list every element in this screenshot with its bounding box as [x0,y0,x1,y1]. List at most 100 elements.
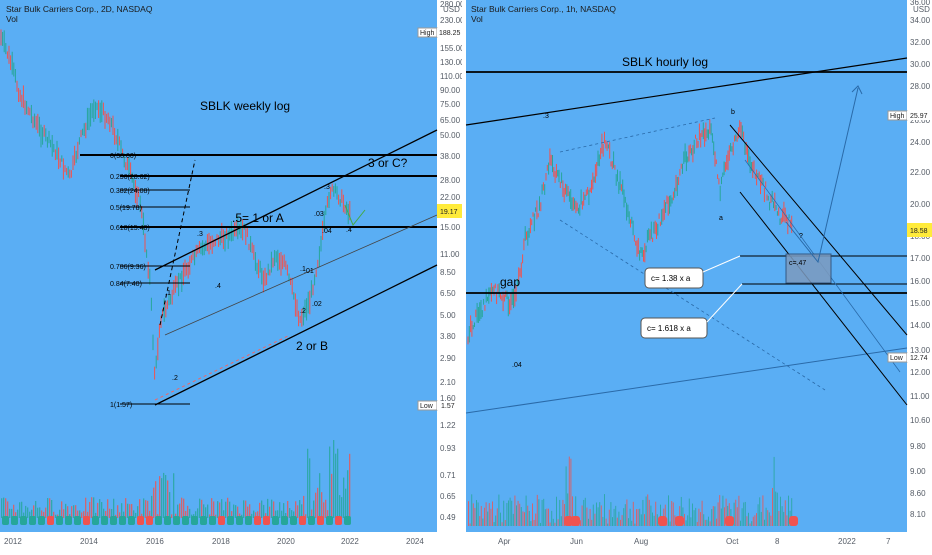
left-volume-bar [139,499,140,518]
right-volume-bar [783,512,784,526]
left-volume-bar [263,505,264,518]
left-volume-bar [321,492,322,518]
left-volume-bar [211,498,212,518]
left-volume-bar [37,508,38,518]
left-wave-label: .2 [172,375,178,382]
right-event-icon [571,516,580,526]
left-volume-bar [109,509,110,518]
right-volume-bar [471,494,472,526]
left-x-tick: 2022 [341,537,359,546]
left-volume-bar [287,501,288,518]
left-volume-bar [121,503,122,518]
right-volume-bar [561,516,562,526]
right-volume-bar [522,511,523,526]
left-event-icon [209,516,216,525]
right-volume-bar [748,513,749,526]
fib-label: 0.5(19.78) [110,205,142,212]
left-volume-bar [225,502,226,518]
left-volume-bar [299,500,300,518]
right-volume-bar [761,512,762,526]
right-wave-label: .3 [543,113,549,120]
callout-1-text: c= 1.38 x a [651,274,691,283]
right-volume-bar [550,523,551,526]
left-volume-bar [131,504,132,518]
left-volume-bar [61,501,62,518]
left-event-icon [317,516,324,525]
right-volume-bar [495,516,496,526]
left-y-tick: 5.00 [440,311,456,320]
left-chart-panel[interactable]: Star Bulk Carriers Corp., 2D, NASDAQ Vol… [0,0,465,550]
left-volume-bar [245,501,246,518]
left-volume-bar [99,499,100,518]
left-volume-bar [129,504,130,518]
left-event-icon [83,516,90,525]
right-volume-bar [742,508,743,526]
left-volume-bar [171,514,172,518]
left-y-tick: 38.00 [440,152,461,161]
right-event-icon [675,516,684,526]
left-volume-bar [89,502,90,518]
left-volume-bar [243,500,244,518]
left-event-icon [245,516,252,525]
left-x-tick: 2024 [406,537,424,546]
left-event-icon [236,516,243,525]
right-volume-bar [607,524,608,526]
right-volume-bar [524,512,525,526]
left-volume-bar [323,502,324,518]
right-volume-bar [505,520,506,526]
left-volume-bar [271,500,272,518]
left-volume-bar [301,504,302,518]
left-y-tick: 15.00 [440,223,461,232]
right-wave-label: a [719,215,723,222]
right-volume-bar [740,521,741,526]
right-chart-panel[interactable]: Star Bulk Carriers Corp., 1h, NASDAQ Vol… [466,0,932,550]
right-volume-bar [599,502,600,526]
right-y-tick: 11.00 [910,392,930,401]
right-wave-label: .04 [512,362,522,369]
right-volume-bar [751,521,752,526]
fib-label: 0.618(15.48) [110,225,150,232]
left-volume-bar [97,503,98,518]
right-volume-bar [612,517,613,526]
left-volume-bar [233,505,234,518]
right-volume-bar [756,513,757,526]
left-x-tick: 2012 [4,537,22,546]
right-volume-bar [774,457,775,526]
left-volume-bar [307,449,308,518]
left-volume-bar [207,505,208,518]
right-volume-bar [529,511,530,526]
right-volume-bar [630,509,631,526]
right-volume-bar [735,500,736,526]
left-event-icon [254,516,261,525]
right-volume-bar [530,521,531,526]
right-volume-bar [518,501,519,526]
left-volume-bar [337,449,338,518]
right-volume-bar [652,513,653,526]
left-wave-label: 3 or C? [368,156,408,170]
right-volume-bar [514,496,515,526]
left-volume-bar [341,497,342,518]
right-volume-bar [510,498,511,526]
fib-label: 0.236(28.62) [110,174,150,181]
right-volume-bar [686,520,687,526]
left-volume-bar [219,502,220,518]
right-volume-bar [633,502,634,526]
left-vol-label: Vol [6,14,18,24]
left-event-icon [263,516,270,525]
left-x-tick: 2014 [80,537,98,546]
left-event-icon [218,516,225,525]
right-volume-bar [570,459,571,526]
panel-divider[interactable] [462,0,466,550]
left-event-icon [74,516,81,525]
left-volume-bar [19,502,20,518]
left-volume-bar [343,478,344,518]
right-volume-bar [548,509,549,526]
left-volume-bar [235,505,236,518]
right-volume-bar [687,515,688,526]
right-volume-bar [562,500,563,526]
right-volume-bar [543,499,544,526]
left-volume-bar [183,499,184,518]
right-volume-bar [702,501,703,526]
right-volume-bar [497,508,498,526]
